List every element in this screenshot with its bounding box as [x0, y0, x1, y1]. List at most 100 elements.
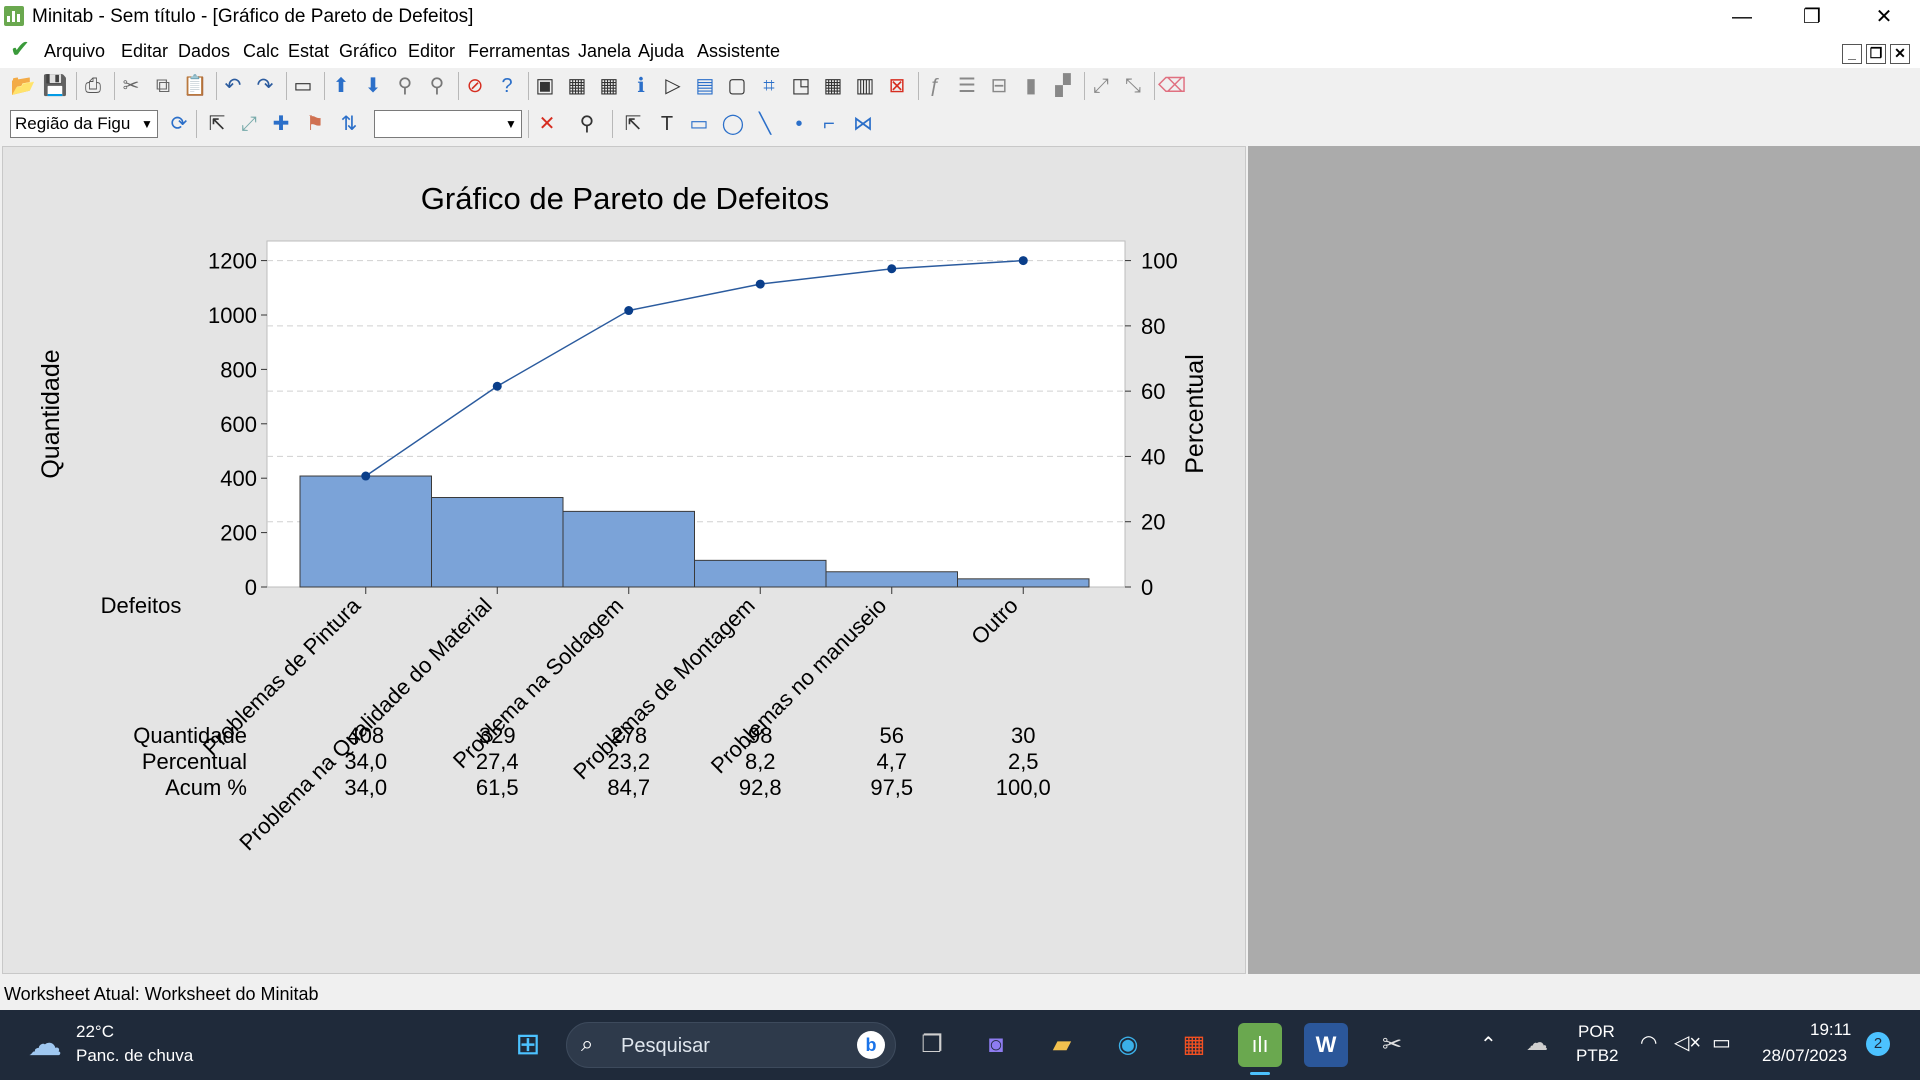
swap-icon[interactable]: ⇅ — [340, 113, 358, 135]
polygon-tool-icon[interactable]: ⋈ — [853, 113, 873, 135]
chevron-down-icon[interactable]: ▼ — [505, 117, 517, 131]
menu-editar[interactable]: Editar — [121, 41, 169, 61]
open-folder-icon[interactable]: 📂 — [10, 75, 36, 97]
wifi-icon[interactable]: ◠ — [1640, 1032, 1658, 1054]
region-combo[interactable]: Região da Figu ▼ — [10, 110, 158, 138]
menu-arquivo[interactable]: Arquivo — [44, 41, 106, 61]
restore-button[interactable]: ❐ — [1803, 6, 1821, 28]
bar[interactable] — [299, 475, 432, 588]
worksheet2-icon[interactable]: ▦ — [599, 75, 619, 97]
snipping-tool-icon[interactable]: ✂ — [1381, 1031, 1403, 1058]
list-icon[interactable]: ☰ — [958, 75, 976, 97]
pointer-icon[interactable]: ⇱ — [624, 113, 642, 135]
bar[interactable] — [825, 571, 958, 588]
eraser-icon[interactable]: ⌫ — [1158, 75, 1187, 97]
cut-icon[interactable]: ✂ — [122, 75, 140, 97]
cumulative-point[interactable] — [492, 381, 502, 391]
zoom-icon[interactable]: ⚲ — [579, 113, 595, 135]
cumulative-point[interactable] — [887, 264, 897, 274]
info-icon[interactable]: ℹ — [637, 75, 645, 97]
file-explorer-icon[interactable]: ▰ — [1052, 1031, 1072, 1058]
menu-ferramentas[interactable]: Ferramentas — [468, 41, 571, 61]
menu-dados[interactable]: Dados — [178, 41, 231, 61]
cumulative-point[interactable] — [755, 279, 765, 289]
paste-icon[interactable]: 📋 — [182, 75, 208, 97]
menu-assistente[interactable]: Assistente — [697, 41, 781, 61]
brush-icon[interactable]: ⤢ — [241, 113, 257, 135]
select-arrow-icon[interactable]: ⇱ — [208, 113, 226, 135]
graph-icon[interactable]: ◳ — [791, 75, 811, 97]
worksheet-icon[interactable]: ▦ — [567, 75, 587, 97]
window-icon[interactable]: ▭ — [293, 75, 313, 97]
menu-editor[interactable]: Editor — [408, 41, 456, 61]
arrow-up-icon[interactable]: ⬆ — [332, 75, 350, 97]
pareto-chart[interactable]: Gráfico de Pareto de Defeitos 0200400600… — [3, 147, 1245, 973]
brush-icon[interactable]: ⤢ — [1093, 75, 1109, 97]
redo-icon[interactable]: ↷ — [256, 75, 274, 97]
windows-start-icon[interactable]: ⊞ — [515, 1028, 541, 1061]
crosshair-icon[interactable]: ✚ — [272, 113, 290, 135]
graph-window[interactable]: Gráfico de Pareto de Defeitos 0 200 400 600… — [2, 146, 1246, 974]
marker-tool-icon[interactable]: • — [795, 113, 803, 135]
bar-icon[interactable]: ▮ — [1025, 75, 1037, 97]
cumulative-point[interactable] — [624, 306, 634, 316]
undo-icon[interactable]: ↶ — [224, 75, 242, 97]
bar[interactable] — [562, 510, 695, 588]
minitab-taskbar-icon[interactable]: ılı — [1238, 1023, 1282, 1067]
cancel-icon[interactable]: ⊘ — [466, 75, 484, 97]
microsoft-store-icon[interactable]: ▦ — [1182, 1031, 1206, 1058]
teams-chat-icon[interactable]: ◙ — [988, 1031, 1004, 1058]
task-view-icon[interactable]: ❐ — [921, 1031, 943, 1058]
close-button[interactable]: ✕ — [1875, 6, 1893, 28]
brush2-icon[interactable]: ⤡ — [1125, 75, 1141, 97]
mdi-close-icon[interactable]: ✕ — [1890, 44, 1910, 64]
close-windows-icon[interactable]: ⊠ — [888, 75, 906, 97]
polyline-tool-icon[interactable]: ⌐ — [823, 113, 835, 135]
language-bottom[interactable]: PTB2 — [1576, 1046, 1619, 1065]
mdi-restore-icon[interactable]: ❐ — [1866, 44, 1886, 64]
weather-temp[interactable]: 22°C — [76, 1022, 114, 1041]
search-box[interactable]: ⌕ Pesquisar b — [566, 1022, 896, 1068]
cumulative-point[interactable] — [361, 471, 371, 481]
text-tool-icon[interactable]: T — [660, 113, 674, 135]
table-icon[interactable]: ▦ — [823, 75, 843, 97]
volume-muted-icon[interactable]: ◁× — [1674, 1032, 1702, 1054]
bing-icon[interactable]: b — [857, 1031, 885, 1059]
bar[interactable] — [694, 559, 827, 588]
history-icon[interactable]: ▷ — [665, 75, 681, 97]
weather-description[interactable]: Panc. de chuva — [76, 1046, 194, 1065]
arrow-down-icon[interactable]: ⬇ — [364, 75, 382, 97]
menu-janela[interactable]: Janela — [578, 41, 632, 61]
calculator-icon[interactable]: ▤ — [695, 75, 715, 97]
notification-badge[interactable]: 2 — [1866, 1032, 1890, 1056]
rotate-icon[interactable]: ⟳ — [170, 113, 188, 135]
checkmark-icon[interactable]: ✔ — [10, 36, 31, 63]
menu-estat[interactable]: Estat — [288, 41, 330, 61]
edge-browser-icon[interactable]: ◉ — [1117, 1031, 1139, 1058]
bar[interactable] — [957, 578, 1090, 588]
help-icon[interactable]: ? — [501, 75, 513, 97]
copy-icon[interactable]: ⧉ — [155, 75, 171, 97]
chevron-down-icon[interactable]: ▼ — [141, 117, 153, 131]
chevron-up-icon[interactable]: ⌃ — [1480, 1034, 1497, 1056]
stack-icon[interactable]: ▞ — [1055, 75, 1071, 97]
delete-x-icon[interactable]: ✕ — [538, 113, 556, 135]
fx-icon[interactable]: ƒ — [929, 75, 941, 97]
find-icon[interactable]: ⚲ — [397, 75, 413, 97]
bar[interactable] — [431, 497, 564, 588]
minus-icon[interactable]: ⊟ — [990, 75, 1008, 97]
language-top[interactable]: POR — [1578, 1022, 1615, 1041]
line-tool-icon[interactable]: ╲ — [758, 113, 772, 135]
save-icon[interactable]: 💾 — [42, 75, 68, 97]
cumulative-line[interactable] — [365, 259, 1024, 477]
new-icon[interactable]: ▢ — [727, 75, 747, 97]
element-combo[interactable]: ▼ — [374, 110, 522, 138]
clock-time[interactable]: 19:11 — [1810, 1020, 1852, 1039]
layout-icon[interactable]: ⌗ — [763, 75, 775, 97]
find-next-icon[interactable]: ⚲ — [429, 75, 445, 97]
flag-icon[interactable]: ⚑ — [306, 113, 324, 135]
menu-ajuda[interactable]: Ajuda — [638, 41, 685, 61]
menu-calc[interactable]: Calc — [243, 41, 280, 61]
clock-date[interactable]: 28/07/2023 — [1762, 1046, 1848, 1065]
columns-icon[interactable]: ▥ — [855, 75, 875, 97]
